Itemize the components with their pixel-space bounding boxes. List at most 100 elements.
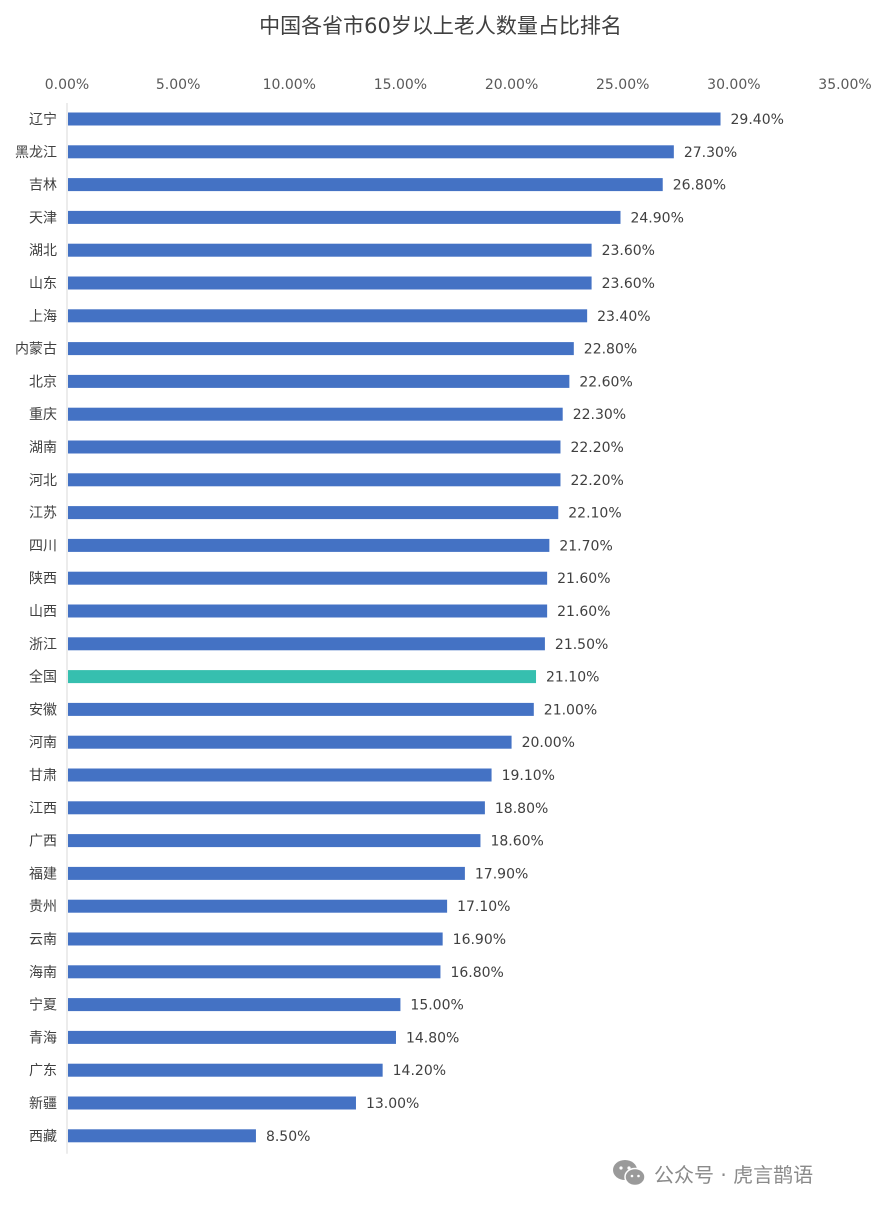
bar-12 <box>68 506 559 520</box>
data-label: 23.40% <box>597 309 650 325</box>
data-label: 22.60% <box>579 374 632 390</box>
bar-31 <box>68 1129 256 1143</box>
bar-4 <box>68 243 592 257</box>
category-label: 湖北 <box>29 243 57 259</box>
category-label: 天津 <box>29 210 57 226</box>
category-label: 河北 <box>29 473 57 489</box>
category-label: 云南 <box>29 932 57 948</box>
category-label: 新疆 <box>29 1096 57 1112</box>
category-label: 江西 <box>29 801 57 817</box>
bar-15 <box>68 604 548 618</box>
x-tick-label: 30.00% <box>707 77 760 93</box>
category-label: 北京 <box>29 374 57 390</box>
x-tick-label: 5.00% <box>156 77 200 93</box>
bar-29 <box>68 1063 383 1077</box>
data-label: 24.90% <box>630 210 683 226</box>
data-label: 21.10% <box>546 670 599 686</box>
data-label: 23.60% <box>602 243 655 259</box>
category-label: 河南 <box>29 735 57 751</box>
category-label: 西藏 <box>29 1129 57 1145</box>
data-label: 20.00% <box>522 735 575 751</box>
x-tick-label: 10.00% <box>263 77 316 93</box>
bar-13 <box>68 538 550 552</box>
data-label: 18.60% <box>490 834 543 850</box>
data-label: 29.40% <box>731 112 784 128</box>
bar-11 <box>68 473 561 487</box>
data-label: 26.80% <box>673 178 726 194</box>
category-label: 四川 <box>29 538 57 554</box>
data-label: 22.20% <box>570 440 623 456</box>
category-label: 上海 <box>29 309 57 325</box>
category-label: 海南 <box>29 965 57 981</box>
bar-24 <box>68 899 448 913</box>
data-label: 17.90% <box>475 866 528 882</box>
bar-26 <box>68 965 441 979</box>
data-label: 17.10% <box>457 899 510 915</box>
bar-14 <box>68 571 548 585</box>
data-label: 22.80% <box>584 342 637 358</box>
category-label: 内蒙古 <box>15 342 57 358</box>
bar-7 <box>68 342 574 356</box>
bar-2 <box>68 178 663 192</box>
data-label: 16.80% <box>450 965 503 981</box>
bar-5 <box>68 276 592 290</box>
bar-23 <box>68 866 465 880</box>
data-label: 23.60% <box>602 276 655 292</box>
bar-9 <box>68 407 563 421</box>
category-label: 贵州 <box>29 899 57 915</box>
bar-22 <box>68 834 481 848</box>
bar-10 <box>68 440 561 454</box>
category-label: 全国 <box>29 669 57 686</box>
bar-16 <box>68 637 545 651</box>
bar-1 <box>68 145 674 159</box>
category-label: 吉林 <box>29 178 57 194</box>
category-label: 浙江 <box>29 637 57 653</box>
bar-20 <box>68 768 492 782</box>
data-label: 27.30% <box>684 145 737 161</box>
data-label: 14.80% <box>406 1030 459 1046</box>
data-label: 22.20% <box>570 473 623 489</box>
bar-17 <box>68 670 537 684</box>
category-label: 江苏 <box>29 506 57 522</box>
data-label: 21.60% <box>557 604 610 620</box>
x-tick-label: 20.00% <box>485 77 538 93</box>
data-label: 14.20% <box>393 1063 446 1079</box>
wechat-icon <box>613 1160 646 1187</box>
x-tick-label: 0.00% <box>45 77 89 93</box>
category-label: 宁夏 <box>29 997 57 1014</box>
bar-18 <box>68 702 534 716</box>
data-label: 18.80% <box>495 801 548 817</box>
bar-0 <box>68 112 721 126</box>
category-label: 安徽 <box>29 702 57 718</box>
x-tick-label: 15.00% <box>374 77 427 93</box>
data-label: 22.10% <box>568 506 621 522</box>
data-label: 16.90% <box>453 932 506 948</box>
category-label: 甘肃 <box>29 768 57 784</box>
bar-8 <box>68 374 570 388</box>
data-label: 22.30% <box>573 407 626 423</box>
x-tick-label: 25.00% <box>596 77 649 93</box>
bar-3 <box>68 210 621 224</box>
category-label: 重庆 <box>29 407 57 423</box>
watermark: 公众号 · 虎言鹊语 <box>612 1156 813 1190</box>
category-label: 福建 <box>29 866 57 882</box>
x-tick-label: 35.00% <box>818 77 871 93</box>
data-label: 21.50% <box>555 637 608 653</box>
category-label: 辽宁 <box>29 111 57 128</box>
data-label: 13.00% <box>366 1096 419 1112</box>
data-label: 8.50% <box>266 1129 310 1145</box>
category-label: 广西 <box>29 834 57 850</box>
category-label: 湖南 <box>29 440 57 456</box>
chart-title: 中国各省市60岁以上老人数量占比排名 <box>259 14 622 38</box>
watermark-text: 公众号 · 虎言鹊语 <box>654 1162 814 1187</box>
data-label: 21.60% <box>557 571 610 587</box>
data-label: 21.70% <box>559 538 612 554</box>
data-label: 21.00% <box>544 702 597 718</box>
bar-30 <box>68 1096 356 1110</box>
data-label: 15.00% <box>410 998 463 1014</box>
category-label: 山西 <box>29 604 57 620</box>
category-label: 黑龙江 <box>15 145 57 161</box>
bar-19 <box>68 735 512 749</box>
category-label: 广东 <box>29 1063 57 1079</box>
